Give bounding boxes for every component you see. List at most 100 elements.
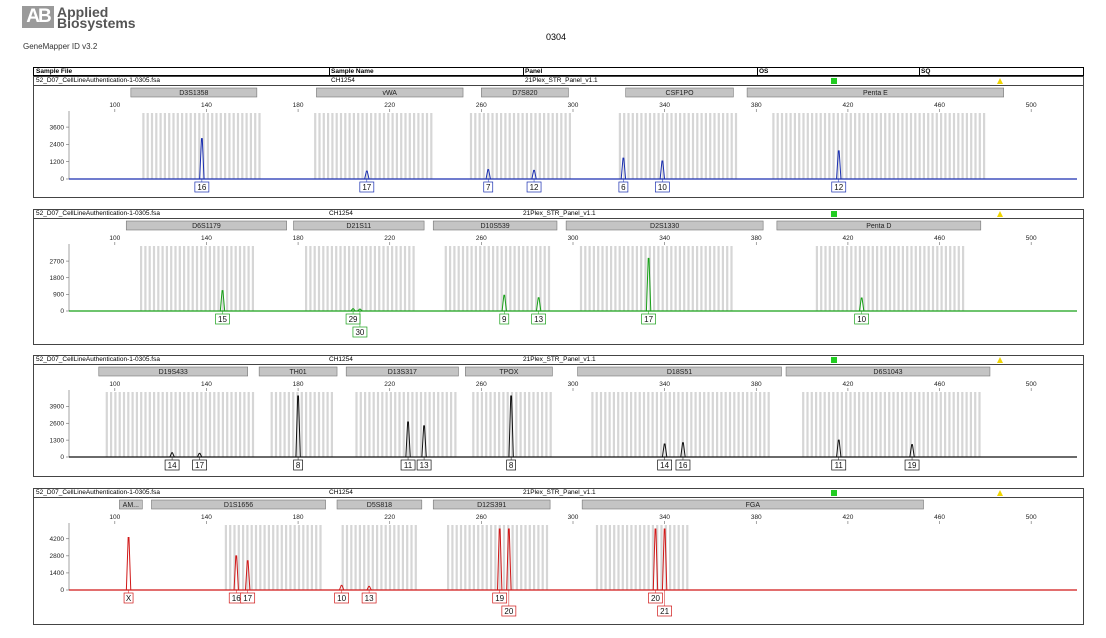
x-tick-label: 180 xyxy=(293,514,304,521)
allele-bin xyxy=(237,525,240,590)
allele-bin xyxy=(318,113,321,179)
allele-bin xyxy=(599,392,603,457)
allele-bin xyxy=(464,525,467,590)
allele-bin xyxy=(648,113,652,179)
allele-bin xyxy=(385,392,388,457)
allele-bin xyxy=(892,392,895,457)
allele-bin xyxy=(622,246,626,311)
panel-sample-name: CH1254 xyxy=(329,210,353,217)
allele-bin xyxy=(110,392,113,457)
x-tick-label: 500 xyxy=(1026,235,1037,242)
allele-bin xyxy=(949,246,952,311)
allele-box xyxy=(499,313,510,325)
allele-bins xyxy=(224,525,689,590)
allele-bin xyxy=(348,246,351,311)
allele-bin xyxy=(400,113,403,179)
allele-bin xyxy=(327,113,330,179)
allele-bin xyxy=(414,525,417,590)
allele-bin xyxy=(614,246,617,311)
marker-label: D12S391 xyxy=(477,502,506,509)
allele-bin xyxy=(183,392,186,457)
allele-bin xyxy=(627,113,630,179)
allele-bin xyxy=(543,113,546,179)
panel-info-row: 52_D07_CellLineAuthentication-1-0305.fsa… xyxy=(34,210,1083,219)
allele-bin xyxy=(850,246,853,311)
allele-bin xyxy=(681,525,685,590)
allele-bin xyxy=(445,392,448,457)
allele-bin xyxy=(617,392,620,457)
x-tick-label: 500 xyxy=(1026,381,1037,388)
allele-bin xyxy=(455,525,458,590)
peak xyxy=(485,169,491,180)
allele-bin xyxy=(356,246,359,311)
allele-bin xyxy=(326,392,329,457)
peak xyxy=(196,452,203,458)
panel-sample-file: 52_D07_CellLineAuthentication-1-0305.fsa xyxy=(36,77,160,84)
allele-bin xyxy=(406,525,409,590)
marker-label: D6S1179 xyxy=(192,223,221,230)
sq-warning-triangle xyxy=(997,357,1003,363)
y-tick-label: 2400 xyxy=(50,142,65,149)
allele-bin xyxy=(170,246,173,311)
x-tick-label: 100 xyxy=(109,381,120,388)
allele-bin xyxy=(148,246,151,311)
allele-label: 16 xyxy=(679,461,688,470)
x-tick-label: 460 xyxy=(934,381,945,388)
allele-bin xyxy=(700,246,703,311)
allele-box xyxy=(618,181,629,193)
allele-bin xyxy=(746,392,749,457)
allele-bin xyxy=(879,113,882,179)
allele-bin xyxy=(391,246,394,311)
peak xyxy=(836,150,842,180)
allele-bin xyxy=(685,392,689,457)
allele-bin xyxy=(399,246,402,311)
allele-bin xyxy=(627,246,630,311)
electropherogram-panel-black: 52_D07_CellLineAuthentication-1-0305.fsa… xyxy=(33,355,1084,477)
allele-bin xyxy=(866,113,870,179)
allele-bin xyxy=(417,113,420,179)
peak xyxy=(836,439,842,458)
allele-bin xyxy=(528,525,531,590)
allele-bin xyxy=(716,392,719,457)
allele-bin xyxy=(845,392,848,457)
allele-box xyxy=(416,459,432,471)
allele-bin xyxy=(393,525,396,590)
allele-bin xyxy=(317,392,321,457)
allele-bin xyxy=(970,113,973,179)
marker-bar xyxy=(151,499,326,510)
marker-label: TH01 xyxy=(290,369,307,376)
allele-bin xyxy=(482,113,485,179)
allele-bin xyxy=(474,246,477,311)
logo-mark: AB xyxy=(22,6,54,28)
allele-bin xyxy=(724,392,727,457)
allele-bin xyxy=(376,525,379,590)
peak xyxy=(661,443,668,458)
allele-box xyxy=(240,592,256,604)
allele-bin xyxy=(660,392,663,457)
allele-bin xyxy=(918,113,921,179)
allele-bin xyxy=(901,392,904,457)
allele-bin xyxy=(914,246,917,311)
allele-bin xyxy=(413,113,416,179)
allele-bin xyxy=(837,246,840,311)
x-tick-label: 340 xyxy=(659,514,670,521)
allele-bin xyxy=(174,246,177,311)
allele-bin xyxy=(647,392,650,457)
allele-bin xyxy=(957,113,960,179)
x-tick-label: 460 xyxy=(934,514,945,521)
allele-box xyxy=(506,459,516,471)
allele-bin xyxy=(750,392,753,457)
marker-bar xyxy=(432,499,551,510)
allele-bin xyxy=(470,246,473,311)
y-tick-label: 0 xyxy=(60,308,64,315)
allele-bin xyxy=(157,392,160,457)
allele-bin xyxy=(584,246,587,311)
allele-bin xyxy=(241,113,244,179)
allele-bin xyxy=(285,525,288,590)
allele-bin xyxy=(686,525,689,590)
allele-bin xyxy=(230,246,233,311)
allele-label: 14 xyxy=(168,461,177,470)
y-tick-label: 4200 xyxy=(50,536,65,543)
allele-box xyxy=(657,605,672,617)
